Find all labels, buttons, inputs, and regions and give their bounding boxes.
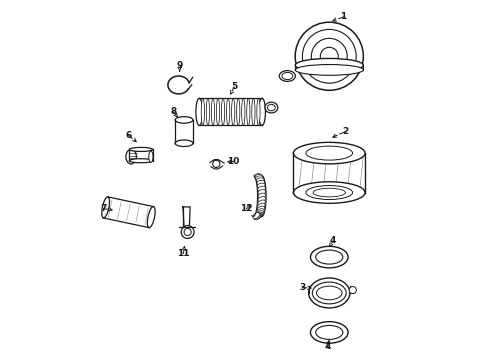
Text: 4: 4 [324, 342, 331, 351]
Text: 4: 4 [330, 237, 336, 246]
Circle shape [184, 228, 191, 235]
Circle shape [213, 160, 220, 167]
Ellipse shape [258, 200, 266, 205]
Ellipse shape [175, 140, 193, 147]
Ellipse shape [294, 182, 365, 203]
Ellipse shape [256, 176, 264, 181]
Ellipse shape [311, 321, 348, 343]
Ellipse shape [196, 98, 203, 126]
Text: 11: 11 [177, 249, 190, 258]
Ellipse shape [226, 98, 230, 126]
Ellipse shape [306, 146, 353, 160]
Ellipse shape [256, 212, 263, 218]
Ellipse shape [257, 98, 260, 126]
Ellipse shape [175, 117, 193, 123]
Ellipse shape [126, 149, 136, 164]
Ellipse shape [129, 159, 153, 163]
Ellipse shape [247, 98, 250, 126]
Ellipse shape [201, 98, 204, 126]
Ellipse shape [253, 212, 260, 219]
Ellipse shape [259, 98, 266, 126]
Ellipse shape [265, 102, 278, 113]
Ellipse shape [129, 147, 153, 152]
Ellipse shape [206, 98, 210, 126]
Circle shape [302, 30, 356, 83]
Ellipse shape [311, 246, 348, 268]
Ellipse shape [258, 190, 266, 195]
Ellipse shape [253, 213, 260, 219]
Ellipse shape [316, 325, 343, 339]
Ellipse shape [295, 64, 364, 75]
Ellipse shape [309, 278, 350, 308]
Ellipse shape [221, 98, 225, 126]
Circle shape [349, 287, 356, 294]
Ellipse shape [255, 213, 262, 219]
Text: 9: 9 [176, 61, 183, 70]
Ellipse shape [258, 203, 265, 208]
Text: 1: 1 [341, 12, 347, 21]
Text: 5: 5 [231, 82, 237, 91]
Ellipse shape [242, 98, 245, 126]
Ellipse shape [237, 98, 240, 126]
Ellipse shape [317, 286, 342, 300]
Ellipse shape [254, 213, 261, 220]
Text: 12: 12 [240, 204, 253, 213]
Ellipse shape [312, 282, 346, 304]
Ellipse shape [254, 174, 262, 178]
Circle shape [181, 226, 194, 238]
Ellipse shape [217, 98, 220, 126]
Ellipse shape [102, 197, 110, 218]
Ellipse shape [294, 142, 365, 164]
Text: 3: 3 [299, 283, 305, 292]
Text: 2: 2 [343, 127, 348, 136]
Ellipse shape [256, 211, 264, 216]
Ellipse shape [149, 151, 153, 162]
Ellipse shape [257, 180, 265, 185]
Circle shape [320, 47, 338, 65]
Ellipse shape [256, 178, 264, 183]
Text: 6: 6 [125, 131, 132, 140]
Ellipse shape [313, 188, 345, 197]
Ellipse shape [147, 207, 155, 228]
Ellipse shape [255, 175, 263, 179]
Ellipse shape [279, 71, 295, 81]
Circle shape [311, 39, 347, 74]
Ellipse shape [252, 98, 255, 126]
Text: 10: 10 [227, 157, 240, 166]
Ellipse shape [282, 72, 293, 80]
Ellipse shape [306, 185, 353, 199]
Ellipse shape [295, 58, 364, 72]
Circle shape [295, 22, 364, 90]
Ellipse shape [211, 98, 215, 126]
Ellipse shape [268, 104, 275, 111]
Ellipse shape [258, 197, 266, 202]
Text: 7: 7 [100, 204, 106, 213]
Ellipse shape [257, 209, 264, 214]
Ellipse shape [232, 98, 235, 126]
Ellipse shape [257, 183, 265, 188]
Ellipse shape [258, 186, 266, 191]
Ellipse shape [258, 193, 266, 198]
Ellipse shape [257, 206, 265, 212]
Text: 8: 8 [170, 107, 176, 116]
Ellipse shape [316, 250, 343, 264]
